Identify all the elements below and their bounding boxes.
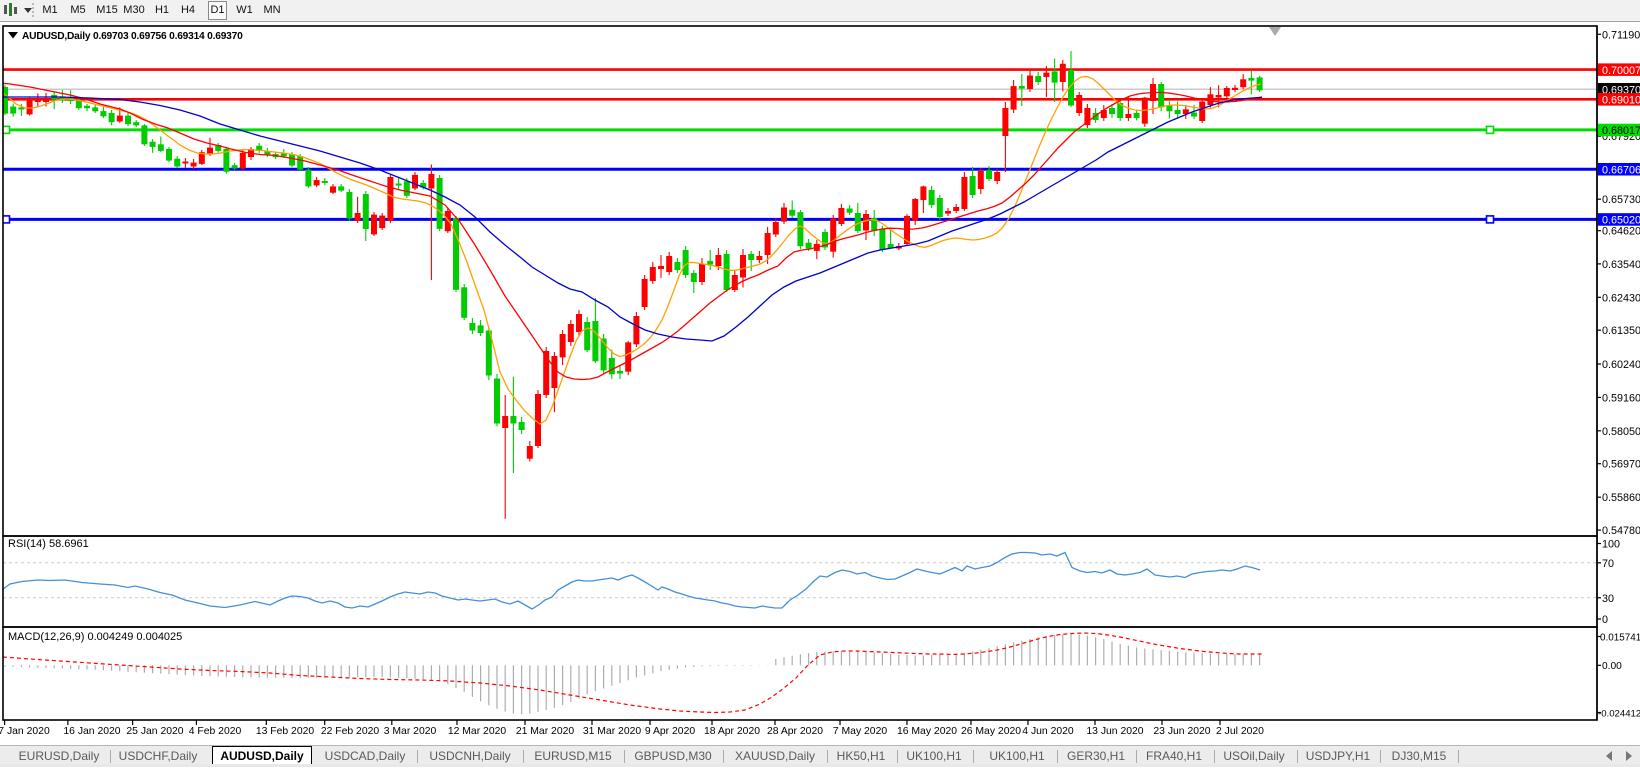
svg-text:16 Jan 2020: 16 Jan 2020 <box>63 726 120 737</box>
svg-text:0.00: 0.00 <box>1602 661 1622 672</box>
svg-text:100: 100 <box>1602 539 1620 551</box>
svg-text:22 Feb 2020: 22 Feb 2020 <box>321 726 380 737</box>
svg-text:0.56970: 0.56970 <box>1602 459 1640 471</box>
svg-text:-0.024412: -0.024412 <box>1598 708 1640 719</box>
svg-text:3 Mar 2020: 3 Mar 2020 <box>384 726 437 737</box>
svg-text:0.59160: 0.59160 <box>1602 392 1640 404</box>
svg-text:7 Jan 2020: 7 Jan 2020 <box>0 726 50 737</box>
svg-text:0.015741: 0.015741 <box>1600 632 1640 643</box>
svg-text:0.66706: 0.66706 <box>1602 164 1640 176</box>
svg-text:18 Apr 2020: 18 Apr 2020 <box>704 726 760 737</box>
svg-text:9 Apr 2020: 9 Apr 2020 <box>645 726 695 737</box>
svg-text:0.60240: 0.60240 <box>1602 359 1640 371</box>
svg-text:0.61350: 0.61350 <box>1602 325 1640 337</box>
svg-text:16 May 2020: 16 May 2020 <box>897 726 957 737</box>
svg-text:0: 0 <box>1602 614 1608 626</box>
svg-text:21 Mar 2020: 21 Mar 2020 <box>516 726 575 737</box>
svg-text:0.62430: 0.62430 <box>1602 292 1640 304</box>
svg-text:0.54780: 0.54780 <box>1602 525 1640 537</box>
svg-text:23 Jun 2020: 23 Jun 2020 <box>1153 726 1210 737</box>
svg-text:0.68017: 0.68017 <box>1602 125 1640 137</box>
svg-text:26 May 2020: 26 May 2020 <box>961 726 1021 737</box>
svg-text:25 Jan 2020: 25 Jan 2020 <box>126 726 183 737</box>
svg-text:0.63540: 0.63540 <box>1602 259 1640 271</box>
svg-text:13 Feb 2020: 13 Feb 2020 <box>256 726 315 737</box>
svg-text:0.71190: 0.71190 <box>1602 29 1640 41</box>
svg-text:28 Apr 2020: 28 Apr 2020 <box>767 726 823 737</box>
svg-text:0.55860: 0.55860 <box>1602 492 1640 504</box>
svg-text:4 Feb 2020: 4 Feb 2020 <box>189 726 242 737</box>
svg-text:0.64620: 0.64620 <box>1602 226 1640 238</box>
svg-text:31 Mar 2020: 31 Mar 2020 <box>583 726 642 737</box>
svg-text:0.65020: 0.65020 <box>1602 215 1640 227</box>
svg-text:AUDUSD,Daily 0.69703 0.69756: AUDUSD,Daily 0.69703 0.69756 0.69314 0.6… <box>22 31 243 42</box>
svg-text:0.70007: 0.70007 <box>1602 65 1640 77</box>
svg-text:0.58050: 0.58050 <box>1602 426 1640 438</box>
svg-text:13 Jun 2020: 13 Jun 2020 <box>1086 726 1143 737</box>
svg-text:RSI(14) 58.6961: RSI(14) 58.6961 <box>8 538 89 550</box>
svg-text:4 Jun 2020: 4 Jun 2020 <box>1022 726 1074 737</box>
svg-text:0.69010: 0.69010 <box>1602 95 1640 107</box>
svg-text:7 May 2020: 7 May 2020 <box>833 726 888 737</box>
svg-text:0.65730: 0.65730 <box>1602 194 1640 206</box>
svg-text:30: 30 <box>1602 593 1614 605</box>
svg-text:70: 70 <box>1602 558 1614 570</box>
svg-text:12 Mar 2020: 12 Mar 2020 <box>448 726 507 737</box>
svg-text:2 Jul 2020: 2 Jul 2020 <box>1216 726 1264 737</box>
svg-text:MACD(12,26,9) 0.004249 0.00402: MACD(12,26,9) 0.004249 0.004025 <box>8 631 182 643</box>
